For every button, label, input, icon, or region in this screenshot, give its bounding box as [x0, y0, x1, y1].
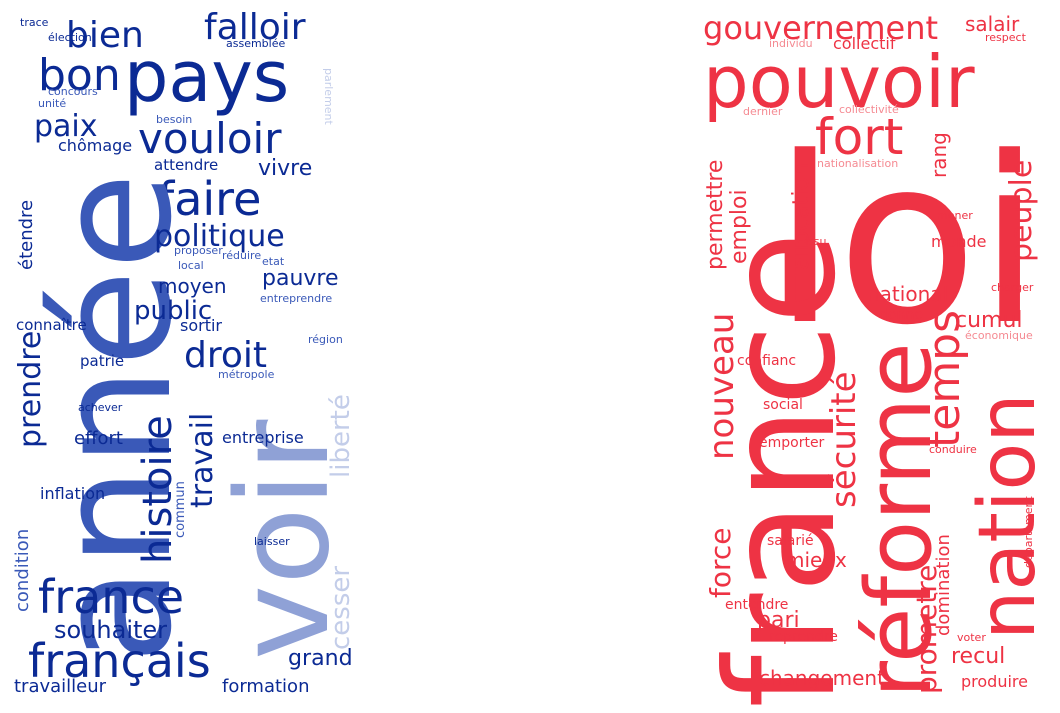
- cloud-word: public: [134, 296, 213, 326]
- cloud-word: local: [178, 259, 204, 272]
- cloud-word: cumul: [955, 308, 1023, 333]
- cloud-word: département: [1022, 496, 1035, 568]
- cloud-word: mener: [937, 209, 973, 222]
- cloud-word: concours: [48, 85, 98, 98]
- cloud-word: vouloir: [138, 114, 282, 163]
- word-cloud-left: trace élection assemblée bien falloir pa…: [8, 8, 356, 708]
- cloud-word: entreprise: [222, 428, 304, 447]
- cloud-word: français: [28, 634, 211, 688]
- cloud-word: changement: [759, 666, 885, 690]
- cloud-word: attendre: [154, 156, 219, 174]
- cloud-word: etat: [262, 255, 285, 268]
- cloud-word: monde: [931, 232, 987, 251]
- cloud-word: loi: [773, 109, 1042, 376]
- cloud-word: bien: [66, 15, 144, 56]
- cloud-word: collectivité: [839, 103, 899, 116]
- cloud-word: france: [38, 570, 185, 624]
- cloud-word: souhaiter: [54, 616, 168, 644]
- cloud-word: laisser: [254, 535, 290, 548]
- cloud-word: domination: [933, 534, 954, 636]
- cloud-word: économique: [965, 329, 1033, 342]
- cloud-word: reprendre: [769, 629, 838, 645]
- cloud-word: région: [308, 333, 343, 346]
- cloud-word: faire: [158, 172, 262, 226]
- cloud-word: parlement: [322, 68, 335, 125]
- cloud-word: condition: [12, 528, 33, 612]
- cloud-word: droit: [184, 335, 268, 376]
- cloud-word: histoire: [135, 415, 181, 564]
- cloud-word: entendre: [725, 597, 789, 613]
- cloud-word: commun: [173, 481, 188, 538]
- cloud-word: élection: [48, 31, 92, 44]
- cloud-word: social: [763, 397, 803, 413]
- cloud-word: prendre: [13, 330, 48, 448]
- cloud-word: conduire: [929, 443, 977, 456]
- cloud-word: salair: [965, 12, 1020, 36]
- cloud-word: national: [867, 282, 949, 306]
- cloud-word: issu: [805, 235, 827, 248]
- cloud-word: sortir: [180, 316, 222, 335]
- cloud-word: chômage: [58, 136, 133, 155]
- cloud-word: falloir: [204, 8, 306, 48]
- cloud-word: formation: [222, 676, 310, 697]
- cloud-word: métropole: [218, 368, 275, 381]
- cloud-word: force: [704, 527, 737, 598]
- cloud-word: nationalisation: [817, 157, 899, 170]
- cloud-word: liberté: [326, 394, 356, 478]
- cloud-word: entreprendre: [260, 292, 333, 305]
- cloud-word: fort: [815, 108, 904, 166]
- cloud-word: pouvoir: [703, 40, 975, 124]
- cloud-word: charger: [991, 281, 1034, 294]
- cloud-word: effort: [74, 428, 123, 449]
- cloud-word: grand: [288, 646, 353, 671]
- cloud-word: moyen: [158, 274, 227, 298]
- cloud-word: vivre: [258, 156, 313, 181]
- cloud-word: salarié: [767, 533, 814, 549]
- cloud-word: pari: [757, 608, 800, 633]
- cloud-word: dernier: [743, 105, 783, 118]
- cloud-word: patrie: [80, 352, 125, 370]
- cloud-word: donne: [879, 307, 923, 323]
- cloud-word: pays: [124, 36, 290, 118]
- cloud-word: trace: [20, 16, 49, 29]
- word-cloud-right: gouvernement salair individu collectif r…: [703, 8, 1051, 708]
- cloud-word: unité: [38, 97, 67, 110]
- cloud-word: inflation: [40, 484, 106, 503]
- cloud-word: travailleur: [14, 676, 107, 697]
- cloud-word: réduire: [222, 249, 262, 262]
- cloud-word: paix: [34, 109, 98, 144]
- cloud-word: emporter: [759, 435, 825, 451]
- cloud-word: travail: [185, 412, 220, 508]
- cloud-word: proposer: [174, 244, 223, 257]
- cloud-word: respect: [985, 31, 1026, 44]
- cloud-word: besoin: [156, 113, 193, 126]
- cloud-word: peuple: [1004, 159, 1039, 262]
- cloud-word: connaître: [16, 316, 87, 334]
- cloud-word: politique: [154, 219, 285, 254]
- cloud-word: individu: [769, 37, 813, 50]
- cloud-word: voter: [957, 631, 986, 644]
- cloud-word: confianc: [737, 353, 797, 369]
- cloud-word: produire: [961, 672, 1028, 691]
- cloud-word: mieux: [785, 548, 847, 572]
- cloud-word: bon: [38, 50, 121, 101]
- cloud-word: gouvernement: [703, 9, 939, 47]
- cloud-word: assemblée: [226, 37, 286, 50]
- cloud-word: cesser: [326, 565, 356, 650]
- cloud-word: nation: [963, 393, 1051, 640]
- cloud-word: collectif: [833, 34, 896, 53]
- cloud-word: achever: [78, 401, 123, 414]
- cloud-word: pauvre: [262, 266, 339, 291]
- cloud-word: recul: [951, 644, 1006, 669]
